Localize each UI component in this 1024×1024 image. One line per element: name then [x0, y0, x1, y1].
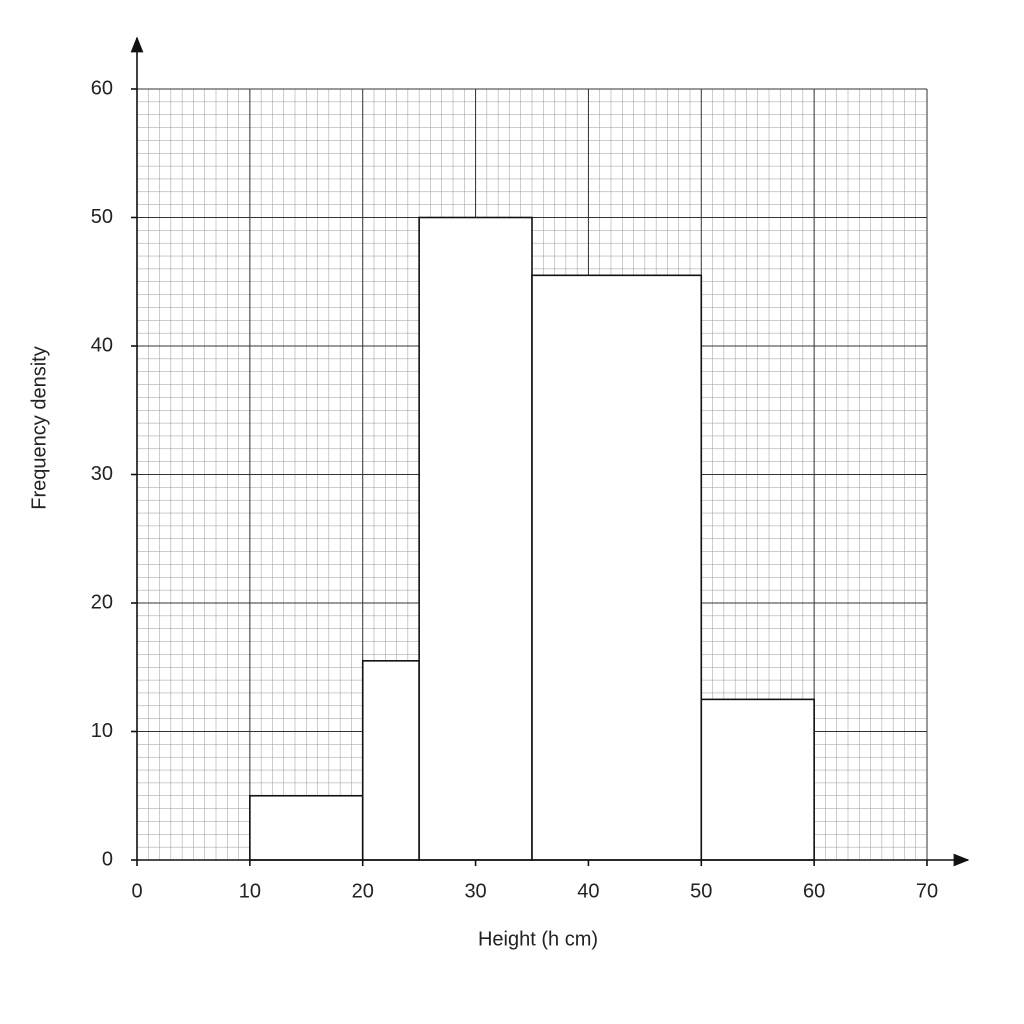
y-tick-label: 0	[102, 848, 113, 870]
y-tick-label: 10	[91, 720, 113, 742]
x-tick-label: 0	[131, 880, 142, 902]
bar	[700, 698, 815, 861]
x-tick-label: 70	[916, 880, 938, 902]
y-tick-label: 60	[91, 77, 113, 99]
bar	[361, 660, 420, 861]
y-axis-label: Frequency density	[28, 346, 50, 509]
bars	[249, 216, 815, 861]
y-tick-label: 20	[91, 591, 113, 613]
bar	[418, 216, 533, 861]
x-tick-label: 50	[690, 880, 712, 902]
x-tick-label: 30	[464, 880, 486, 902]
y-tick-label: 30	[91, 463, 113, 485]
x-axis-label: Height (h cm)	[478, 928, 598, 950]
x-tick-label: 10	[239, 880, 261, 902]
bar	[249, 794, 364, 861]
bar	[531, 274, 703, 861]
x-tick-label: 60	[803, 880, 825, 902]
x-tick-label: 40	[577, 880, 599, 902]
x-tick-label: 20	[352, 880, 374, 902]
y-tick-label: 40	[91, 334, 113, 356]
y-tick-label: 50	[91, 206, 113, 228]
